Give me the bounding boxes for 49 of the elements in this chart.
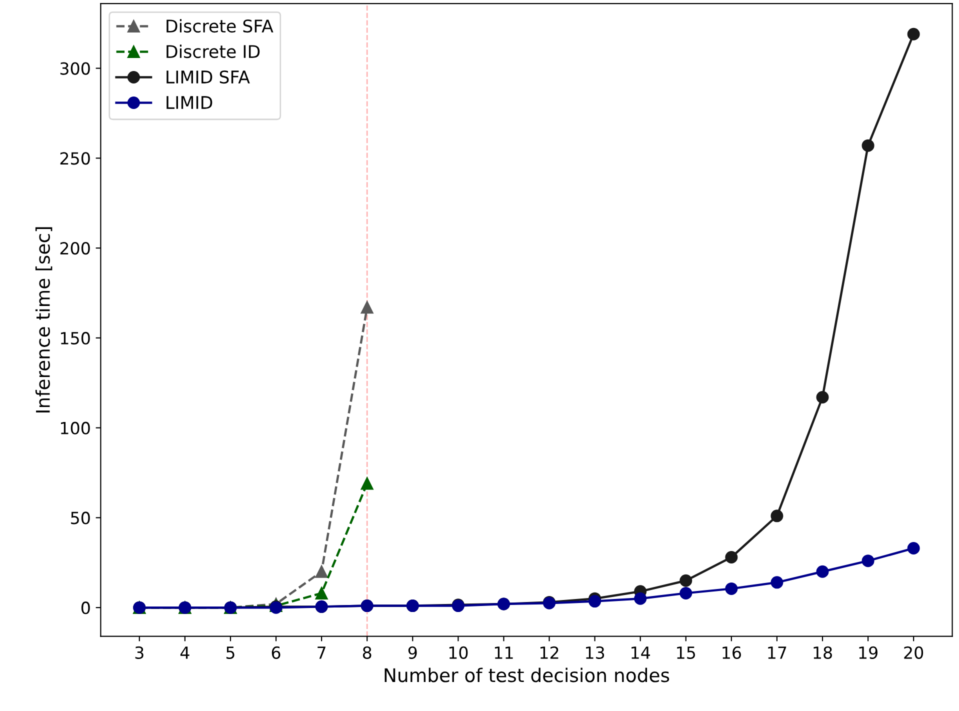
point (907, 28, 920, 40)
point (725, 582, 738, 595)
x-tick-label: 11 (494, 646, 513, 659)
legend-label: LIMID (166, 96, 212, 109)
y-tick-label: 0 (81, 602, 90, 614)
x-tick-label: 9 (408, 646, 417, 659)
y-tick-label: 200 (60, 242, 90, 255)
point (315, 565, 328, 578)
point (862, 554, 874, 568)
legend-label: LIMID SFA (166, 70, 250, 84)
y-tick-label: 150 (60, 332, 90, 344)
x-tick-label: 3 (135, 646, 144, 659)
y-axis-title: Inference time [sec] (35, 227, 52, 412)
x-tick-label: 17 (768, 646, 786, 659)
x-axis-title: Number of test decision nodes (384, 668, 670, 682)
y-tick-label: 300 (60, 62, 90, 75)
y-tick-label: 100 (60, 422, 90, 434)
point (725, 550, 738, 564)
point (315, 586, 328, 600)
x-tick-label: 13 (586, 646, 604, 659)
x-tick-label: 7 (318, 646, 326, 659)
point (680, 574, 692, 587)
legend-label: Discrete SFA (166, 19, 274, 33)
x-tick-label: 19 (859, 646, 878, 659)
legend-label: Discrete ID (166, 44, 260, 58)
point (816, 565, 829, 578)
point (816, 391, 829, 404)
point (360, 301, 374, 314)
x-tick-label: 18 (814, 646, 832, 659)
x-tick-label: 10 (449, 646, 468, 659)
point (862, 139, 874, 152)
x-tick-label: 8 (362, 646, 372, 659)
x-tick-label: 14 (632, 646, 650, 659)
y-tick-label: 50 (71, 512, 90, 524)
point (907, 542, 920, 555)
x-tick-label: 15 (677, 646, 696, 659)
x-tick-label: 20 (904, 646, 924, 659)
x-tick-label: 6 (272, 646, 280, 659)
x-tick-label: 12 (540, 646, 558, 659)
x-tick-label: 4 (180, 646, 190, 659)
point (588, 595, 602, 608)
x-tick-label: 16 (722, 646, 741, 659)
point (634, 592, 647, 605)
point (770, 510, 784, 522)
point (360, 477, 374, 490)
y-tick-label: 250 (60, 152, 90, 165)
point (770, 576, 784, 589)
point (680, 586, 692, 600)
x-tick-label: 5 (226, 646, 234, 659)
